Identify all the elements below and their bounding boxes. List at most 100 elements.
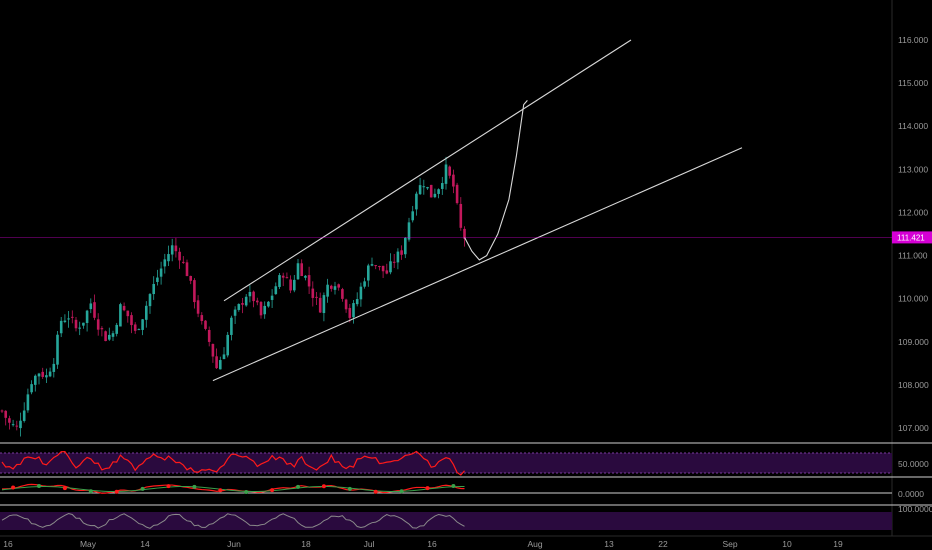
candle-body [307, 275, 311, 287]
time-tick-label: 16 [3, 539, 13, 549]
candle-body [378, 266, 381, 268]
candle-body [389, 261, 392, 273]
price-tick-label: 112.000 [898, 207, 928, 217]
candle-body [396, 251, 400, 263]
candle-body [45, 375, 48, 378]
candle-body [89, 303, 93, 310]
candle-body [48, 371, 52, 377]
candle-body [392, 261, 396, 263]
trendline[interactable] [212, 147, 743, 382]
price-tick-label: 114.000 [898, 121, 928, 131]
candle-body [56, 334, 59, 365]
macd-line [1, 483, 465, 494]
time-tick-label: Sep [722, 539, 737, 549]
macd-cross-dots [11, 484, 456, 494]
candle-body [285, 277, 289, 279]
candle-body [52, 363, 56, 372]
candle-body [241, 303, 244, 305]
candle-body [252, 291, 255, 302]
candle-body [207, 329, 211, 342]
candle-body [326, 284, 329, 297]
candle-body [330, 285, 333, 289]
candle-body [315, 296, 318, 298]
candle-body [463, 228, 466, 239]
candle-body [204, 320, 207, 329]
candle-body [426, 187, 429, 189]
candle-body [178, 251, 181, 261]
candle-body [348, 307, 352, 318]
candle-body [215, 356, 218, 369]
candle-body [219, 360, 222, 370]
candle-body [100, 328, 104, 330]
candle-body [133, 324, 137, 331]
price-axis[interactable]: 107.000 108.000 109.000 110.000 111.000 112.0… [898, 35, 929, 433]
candle-body [385, 270, 389, 274]
rsi-band [0, 453, 892, 473]
candle-body [300, 263, 303, 277]
macd-cross-dot [11, 485, 16, 490]
price-tick-label: 107.000 [898, 423, 929, 433]
candle-body [304, 275, 307, 278]
macd-panel: 0.0000 [0, 476, 932, 499]
candle-body [381, 265, 385, 272]
candles [0, 156, 466, 437]
stoch-axis-label: 100.0000 [898, 504, 932, 514]
time-tick-label: 16 [427, 539, 437, 549]
candle-body [293, 279, 296, 291]
candle-body [130, 315, 133, 326]
macd-cross-dot [218, 488, 223, 493]
candle-body [233, 309, 237, 316]
candle-body [452, 174, 455, 187]
rsi-panel: 50.0000 [0, 442, 932, 476]
candle-body [22, 410, 26, 421]
candle-body [71, 316, 74, 318]
candle-body [163, 259, 167, 267]
macd-axis-label: 0.0000 [898, 489, 924, 499]
candle-body [270, 295, 274, 300]
macd-cross-dot [140, 486, 145, 491]
candle-body [407, 222, 411, 240]
candle-body [26, 394, 30, 411]
candle-body [433, 193, 437, 198]
price-tick-label: 108.000 [898, 380, 929, 390]
candle-body [85, 310, 89, 323]
price-tick-label: 111.000 [898, 251, 928, 261]
time-tick-label: Jul [364, 539, 375, 549]
trendline[interactable] [223, 39, 632, 302]
candle-body [41, 371, 44, 377]
candle-body [259, 302, 263, 316]
candle-body [82, 322, 85, 326]
candle-body [263, 305, 266, 315]
candle-body [156, 277, 159, 282]
time-tick-label: 18 [301, 539, 311, 549]
candle-body [170, 245, 174, 255]
candle-body [222, 354, 226, 360]
candle-body [59, 320, 63, 334]
candle-body [370, 264, 374, 266]
candle-body [145, 305, 148, 320]
time-tick-label: Jun [227, 539, 241, 549]
macd-cross-dot [373, 489, 378, 494]
candle-body [448, 166, 451, 176]
candle-body [455, 184, 459, 204]
candle-body [108, 334, 111, 340]
candle-body [244, 296, 248, 306]
candle-body [167, 254, 170, 262]
macd-cross-dot [37, 484, 41, 489]
candle-body [115, 324, 118, 334]
time-tick-label: 22 [658, 539, 668, 549]
candle-body [8, 418, 11, 423]
candle-body [352, 303, 355, 318]
macd-cross-dot [62, 486, 67, 491]
signal-line [1, 486, 465, 492]
candle-body [182, 261, 185, 263]
candle-body [344, 299, 348, 310]
candle-body [367, 265, 370, 281]
candle-body [0, 410, 4, 412]
stoch-line [1, 513, 465, 529]
time-axis[interactable]: 16 May 14 Jun 18 Jul 16 Aug 13 22 Sep 10 19 [3, 539, 843, 549]
time-tick-label: 19 [833, 539, 843, 549]
projection-curve[interactable] [464, 99, 528, 261]
candle-body [96, 319, 100, 330]
